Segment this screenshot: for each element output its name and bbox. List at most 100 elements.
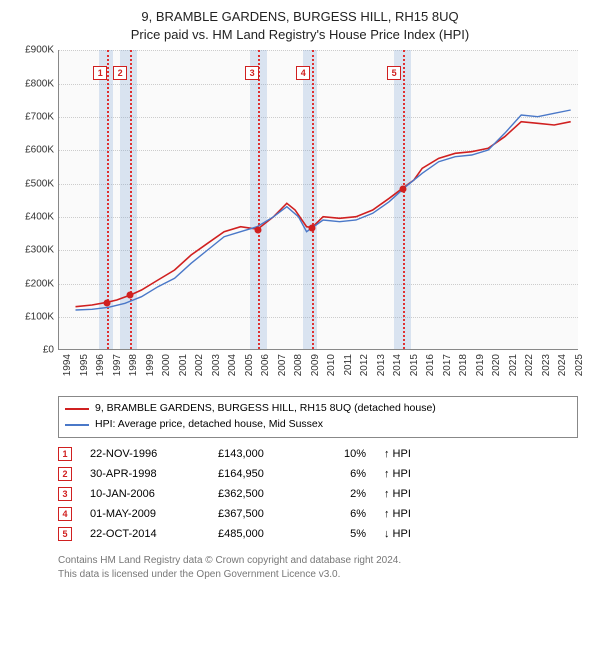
footer: Contains HM Land Registry data © Crown c…: [58, 554, 590, 582]
sale-point: [127, 292, 134, 299]
x-tick-label: 2021: [508, 354, 519, 376]
x-tick-label: 2007: [277, 354, 288, 376]
sales-row-marker: 3: [58, 487, 72, 501]
y-tick-label: £100K: [25, 312, 54, 323]
x-tick-label: 1999: [145, 354, 156, 376]
legend: 9, BRAMBLE GARDENS, BURGESS HILL, RH15 8…: [58, 396, 578, 438]
legend-item: HPI: Average price, detached house, Mid …: [65, 417, 571, 433]
x-tick-label: 2022: [524, 354, 535, 376]
sales-row-date: 22-NOV-1996: [90, 448, 200, 460]
x-tick-label: 1997: [112, 354, 123, 376]
sale-marker: 2: [113, 66, 127, 80]
x-tick-label: 2008: [293, 354, 304, 376]
sale-marker: 3: [245, 66, 259, 80]
sales-row-delta: 2%: [326, 488, 366, 500]
x-tick-label: 2004: [227, 354, 238, 376]
x-tick-label: 2018: [458, 354, 469, 376]
footer-line1: Contains HM Land Registry data © Crown c…: [58, 554, 590, 568]
x-tick-label: 2002: [194, 354, 205, 376]
sale-point: [399, 185, 406, 192]
y-tick-label: £600K: [25, 145, 54, 156]
legend-label: 9, BRAMBLE GARDENS, BURGESS HILL, RH15 8…: [95, 401, 436, 417]
legend-swatch: [65, 408, 89, 410]
sale-point: [103, 299, 110, 306]
x-tick-label: 2020: [491, 354, 502, 376]
sales-table: 1 22-NOV-1996 £143,000 10% ↑ HPI 2 30-APR-1998…: [58, 444, 578, 544]
x-tick-label: 2017: [442, 354, 453, 376]
x-tick-label: 1996: [95, 354, 106, 376]
sales-row-marker: 5: [58, 527, 72, 541]
sales-row-price: £362,500: [218, 488, 308, 500]
x-tick-label: 2025: [574, 354, 585, 376]
x-tick-label: 1994: [62, 354, 73, 376]
x-tick-label: 2013: [376, 354, 387, 376]
title-address: 9, BRAMBLE GARDENS, BURGESS HILL, RH15 8…: [10, 8, 590, 26]
sales-row: 4 01-MAY-2009 £367,500 6% ↑ HPI: [58, 504, 578, 524]
sales-row-direction: ↓ HPI: [384, 528, 434, 540]
sale-point: [309, 224, 316, 231]
x-tick-label: 2000: [161, 354, 172, 376]
x-tick-label: 2024: [557, 354, 568, 376]
sales-row-price: £143,000: [218, 448, 308, 460]
sales-row-delta: 10%: [326, 448, 366, 460]
sale-marker: 1: [93, 66, 107, 80]
sale-point: [254, 226, 261, 233]
sales-row-delta: 6%: [326, 468, 366, 480]
x-tick-label: 1998: [128, 354, 139, 376]
y-tick-label: £0: [43, 345, 54, 356]
sales-row-delta: 6%: [326, 508, 366, 520]
x-tick-label: 2006: [260, 354, 271, 376]
y-tick-label: £500K: [25, 178, 54, 189]
x-tick-label: 1995: [79, 354, 90, 376]
x-tick-label: 2016: [425, 354, 436, 376]
sales-row-direction: ↑ HPI: [384, 508, 434, 520]
x-tick-label: 2019: [475, 354, 486, 376]
legend-item: 9, BRAMBLE GARDENS, BURGESS HILL, RH15 8…: [65, 401, 571, 417]
y-axis: £0£100K£200K£300K£400K£500K£600K£700K£80…: [10, 50, 58, 350]
sales-row-date: 01-MAY-2009: [90, 508, 200, 520]
sales-row-date: 10-JAN-2006: [90, 488, 200, 500]
sale-marker: 4: [296, 66, 310, 80]
x-tick-label: 2009: [310, 354, 321, 376]
y-tick-label: £900K: [25, 45, 54, 56]
x-tick-label: 2012: [359, 354, 370, 376]
sales-row-date: 30-APR-1998: [90, 468, 200, 480]
x-tick-label: 2005: [244, 354, 255, 376]
plot-area: 12 3 4 5: [58, 50, 578, 350]
y-tick-label: £200K: [25, 278, 54, 289]
y-tick-label: £800K: [25, 78, 54, 89]
sales-row-price: £485,000: [218, 528, 308, 540]
sales-row-price: £164,950: [218, 468, 308, 480]
series-line: [76, 122, 571, 307]
sales-row: 1 22-NOV-1996 £143,000 10% ↑ HPI: [58, 444, 578, 464]
y-tick-label: £700K: [25, 112, 54, 123]
footer-line2: This data is licensed under the Open Gov…: [58, 568, 590, 582]
y-tick-label: £400K: [25, 212, 54, 223]
x-tick-label: 2003: [211, 354, 222, 376]
sales-row-marker: 2: [58, 467, 72, 481]
sales-row: 5 22-OCT-2014 £485,000 5% ↓ HPI: [58, 524, 578, 544]
x-tick-label: 2001: [178, 354, 189, 376]
sales-row-marker: 4: [58, 507, 72, 521]
x-tick-label: 2011: [343, 354, 354, 376]
legend-label: HPI: Average price, detached house, Mid …: [95, 417, 323, 433]
sales-row-direction: ↑ HPI: [384, 448, 434, 460]
line-series: [59, 50, 578, 350]
y-tick-label: £300K: [25, 245, 54, 256]
x-tick-label: 2015: [409, 354, 420, 376]
sales-row-delta: 5%: [326, 528, 366, 540]
sales-row-date: 22-OCT-2014: [90, 528, 200, 540]
x-tick-label: 2014: [392, 354, 403, 376]
sales-row-direction: ↑ HPI: [384, 488, 434, 500]
sales-row-direction: ↑ HPI: [384, 468, 434, 480]
x-tick-label: 2023: [541, 354, 552, 376]
x-tick-label: 2010: [326, 354, 337, 376]
series-line: [76, 110, 571, 310]
sales-row-marker: 1: [58, 447, 72, 461]
legend-swatch: [65, 424, 89, 426]
title-subtitle: Price paid vs. HM Land Registry's House …: [10, 26, 590, 44]
sale-marker: 5: [387, 66, 401, 80]
sales-row: 3 10-JAN-2006 £362,500 2% ↑ HPI: [58, 484, 578, 504]
sales-row-price: £367,500: [218, 508, 308, 520]
price-chart: £0 £100K £200K £300K £400K £500K £600K £700K £80…: [10, 50, 590, 390]
